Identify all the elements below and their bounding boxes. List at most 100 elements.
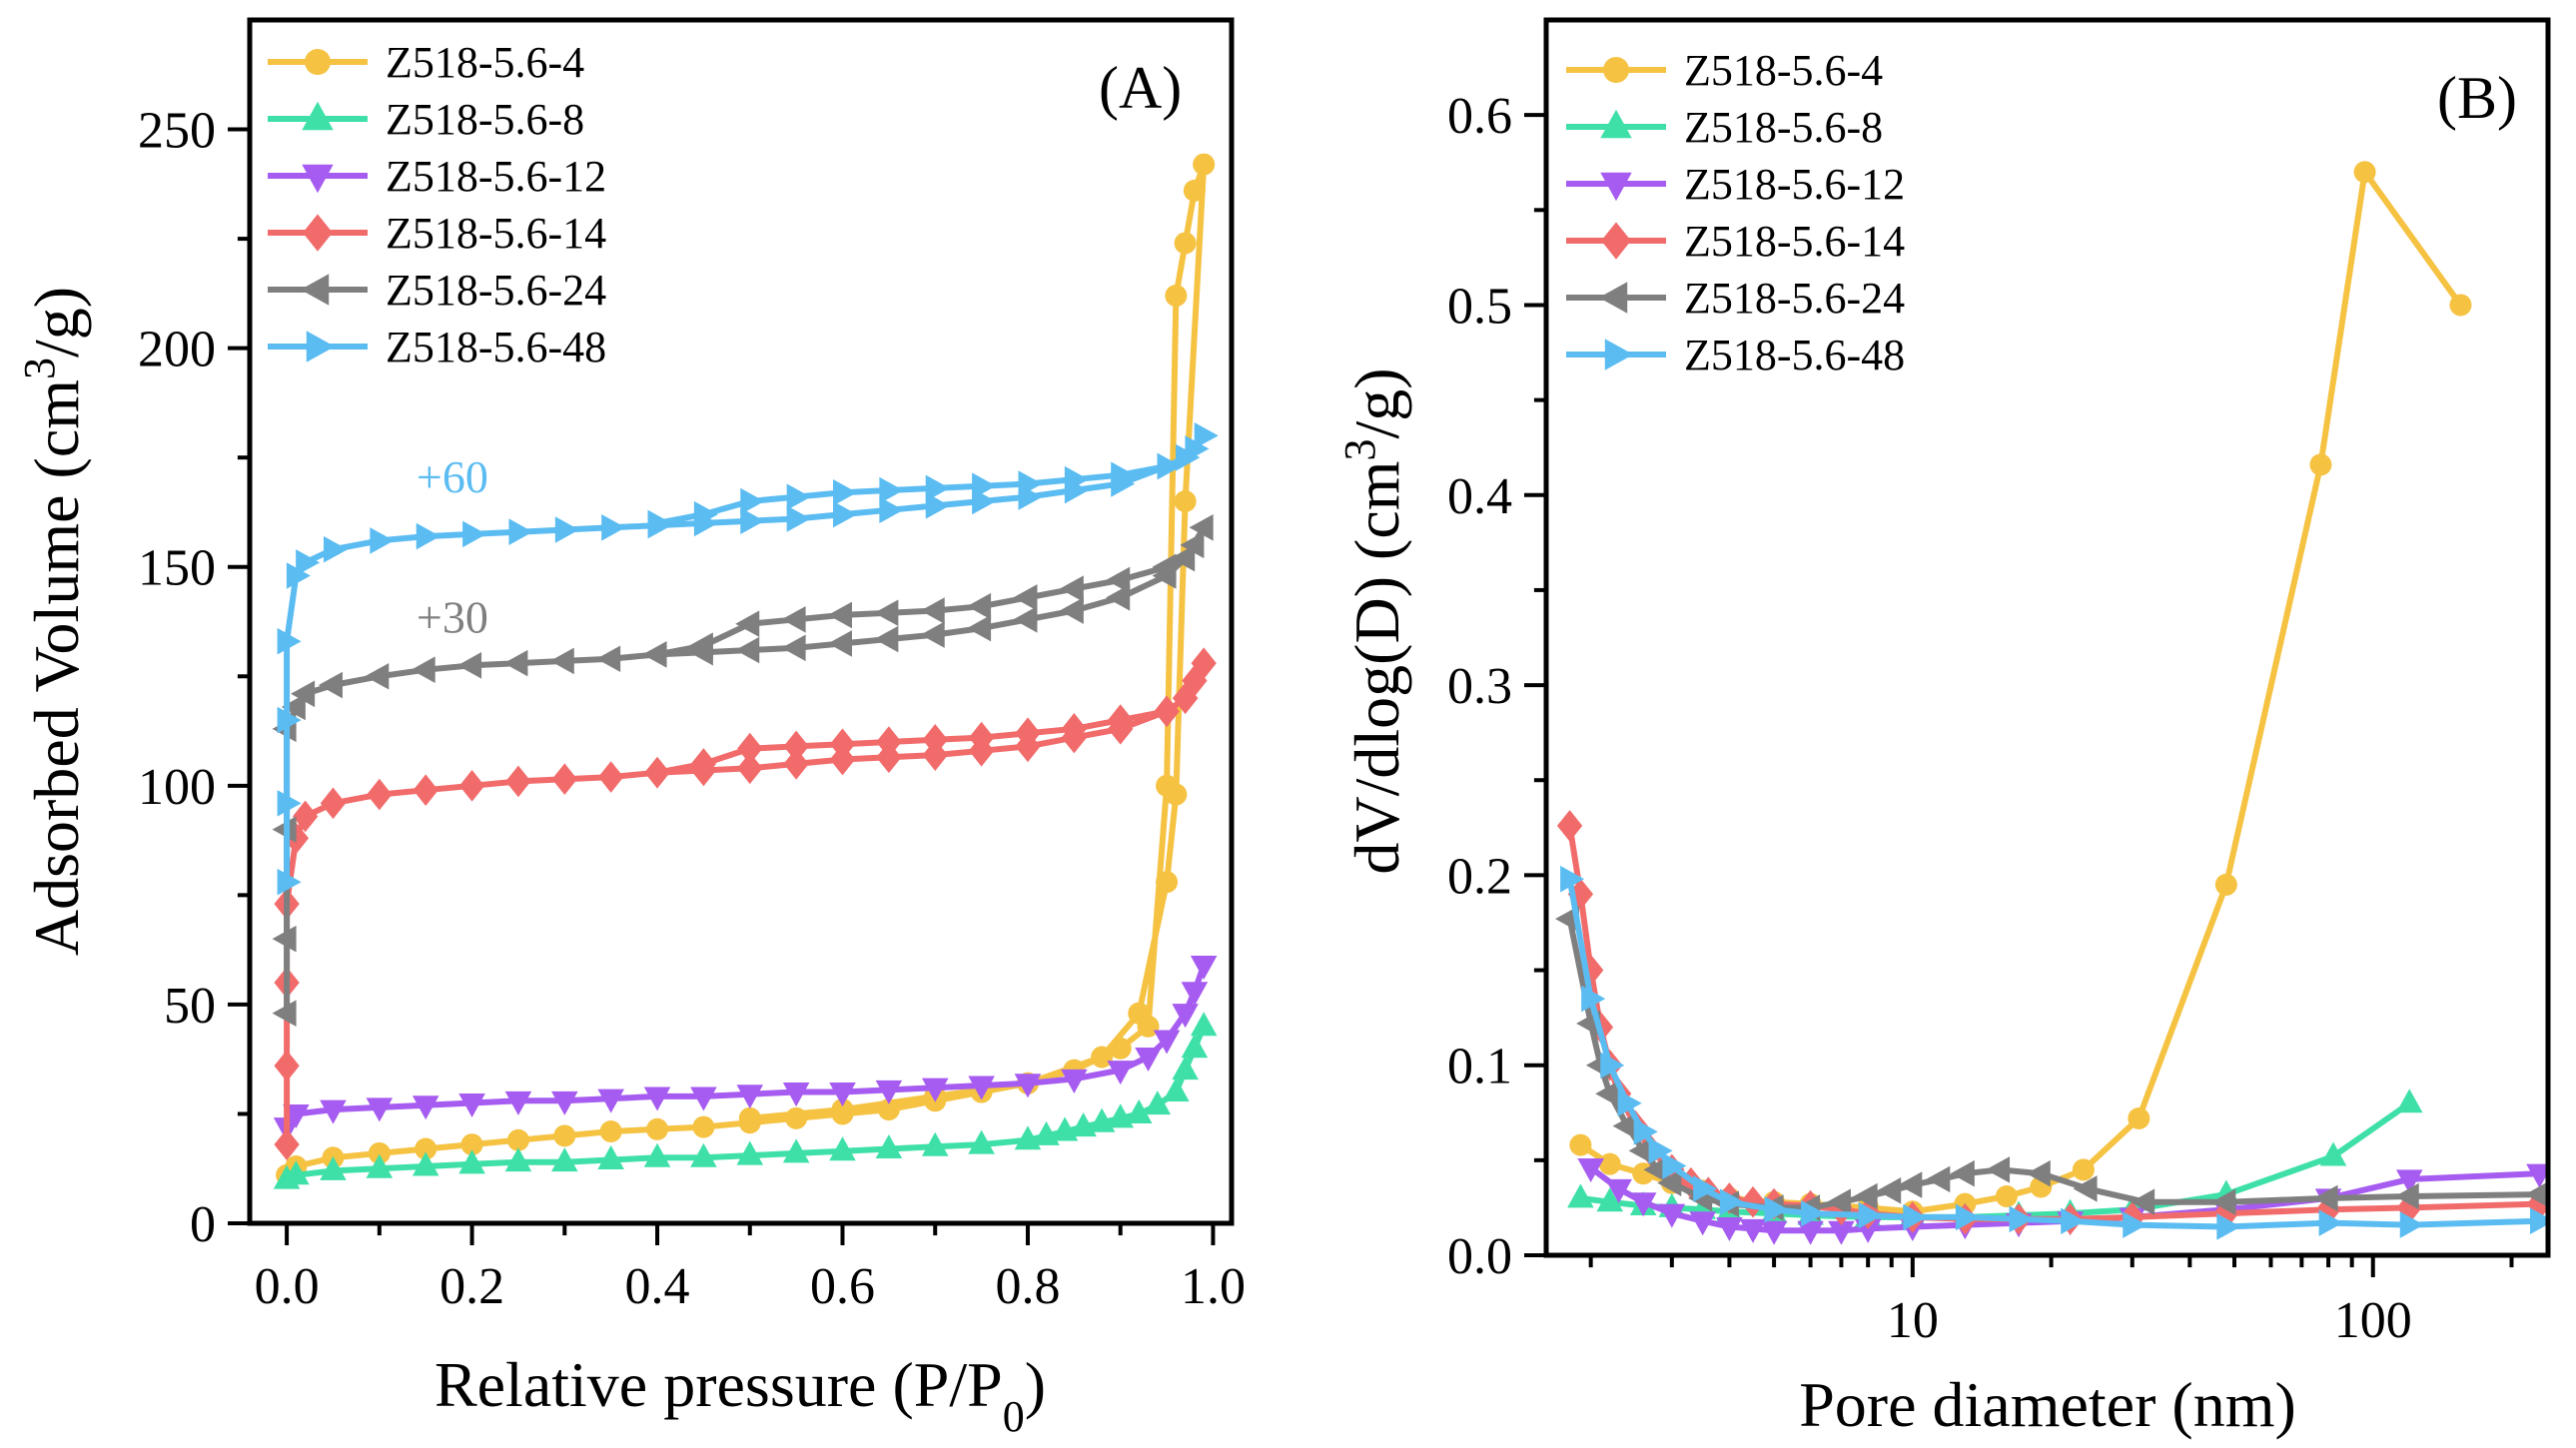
data-point <box>1877 1177 1902 1204</box>
data-point <box>688 632 713 659</box>
data-point <box>2211 1188 2236 1215</box>
data-point <box>785 1106 808 1129</box>
data-point <box>508 518 533 545</box>
data-point <box>272 1000 297 1027</box>
legend-item: Z518-5.6-4 <box>268 38 584 87</box>
legend-label: Z518-5.6-24 <box>1684 274 1905 323</box>
data-point <box>693 500 718 528</box>
legend-label: Z518-5.6-8 <box>1684 103 1883 152</box>
data-point <box>1658 1203 1686 1228</box>
chart-b-x-axis-label: Pore diameter (nm) <box>1799 1369 2296 1440</box>
data-point <box>2319 1141 2347 1166</box>
data-point <box>1191 647 1217 679</box>
data-point <box>1595 1080 1620 1107</box>
data-point <box>920 621 945 648</box>
data-point <box>1629 1192 1657 1217</box>
data-point <box>274 1050 300 1083</box>
data-point <box>1107 1061 1134 1086</box>
legend-item: Z518-5.6-48 <box>1566 331 1905 379</box>
data-point <box>1157 452 1182 480</box>
y-tick-label: 0.1 <box>1447 1039 1512 1095</box>
data-point <box>2131 1188 2155 1215</box>
data-point <box>874 625 899 653</box>
data-point <box>1181 982 1209 1007</box>
data-point <box>596 645 621 673</box>
data-point <box>1567 1183 1594 1208</box>
y-tick-label: 0.0 <box>1447 1228 1512 1285</box>
data-point <box>2128 1106 2150 1129</box>
data-point <box>277 868 302 896</box>
data-point <box>1018 470 1043 497</box>
data-point <box>735 636 760 664</box>
data-point <box>416 522 440 550</box>
data-point <box>1190 955 1218 981</box>
data-point <box>1174 490 1197 512</box>
legend-label: Z518-5.6-14 <box>386 209 606 258</box>
data-point <box>597 1144 624 1169</box>
data-point <box>283 1160 310 1185</box>
data-point <box>781 606 806 633</box>
data-point <box>2214 873 2237 896</box>
x-tick-label: 0.2 <box>439 1258 504 1315</box>
series-Z518-5.6-24 <box>272 514 1214 1027</box>
x-tick-label: 0.6 <box>810 1258 875 1315</box>
data-point <box>551 763 577 796</box>
legend-label: Z518-5.6-8 <box>386 95 584 144</box>
y-tick-label: 150 <box>138 540 216 597</box>
data-point <box>1174 232 1197 255</box>
data-point <box>642 641 667 668</box>
data-point <box>1111 461 1136 488</box>
data-point <box>1567 878 1594 911</box>
data-point <box>875 1080 903 1104</box>
legend-marker <box>305 49 331 75</box>
data-point <box>735 610 760 637</box>
data-point <box>1193 153 1216 176</box>
data-point <box>1190 1012 1218 1037</box>
data-point <box>1181 1034 1209 1059</box>
data-point <box>1171 544 1196 572</box>
data-point <box>1183 179 1206 202</box>
data-point <box>1995 1185 2018 1208</box>
chart-a-panel-label: (A) <box>1099 55 1182 121</box>
data-point <box>968 721 995 754</box>
data-point <box>1926 1165 1951 1193</box>
data-point <box>1598 1152 1621 1175</box>
data-point <box>1950 1159 1975 1187</box>
data-point <box>875 1133 903 1158</box>
data-point <box>549 647 574 675</box>
y-tick-label: 0.2 <box>1447 848 1512 905</box>
data-point <box>740 507 765 535</box>
series-line <box>1578 169 2463 1215</box>
data-point <box>968 1129 995 1154</box>
series-line <box>1566 825 2540 1222</box>
data-point <box>737 752 763 785</box>
data-point <box>647 509 672 537</box>
data-point <box>692 1115 715 1138</box>
data-point <box>968 1076 995 1100</box>
data-point <box>690 1142 717 1167</box>
legend-marker <box>1598 282 1628 314</box>
data-point <box>783 730 809 763</box>
chart-b-legend: Z518-5.6-4 Z518-5.6-8 Z518-5.6-12 Z518-5.6-… <box>1566 46 1905 379</box>
data-point <box>281 693 306 721</box>
data-point <box>1633 1118 1658 1145</box>
legend-label: Z518-5.6-12 <box>1684 160 1905 209</box>
data-point <box>876 726 902 758</box>
data-point <box>782 1138 810 1163</box>
data-point <box>736 1140 764 1165</box>
data-point <box>829 1083 856 1107</box>
data-point <box>370 527 395 554</box>
legend-item: Z518-5.6-14 <box>268 209 606 258</box>
chart-a-x-axis-label: Relative pressure (P/P0) <box>434 1349 1046 1441</box>
data-point <box>366 1097 394 1122</box>
data-point <box>2073 1175 2098 1202</box>
series-line <box>1566 878 2540 1230</box>
chart-b-panel-label: (B) <box>2437 65 2517 131</box>
offset-annotation: +30 <box>417 591 488 642</box>
data-point <box>972 472 997 499</box>
chart-a-frame <box>247 17 1235 1226</box>
y-tick-label: 0.4 <box>1447 468 1512 525</box>
data-point <box>1612 1112 1637 1139</box>
data-point <box>740 487 765 515</box>
data-point <box>782 1083 810 1107</box>
